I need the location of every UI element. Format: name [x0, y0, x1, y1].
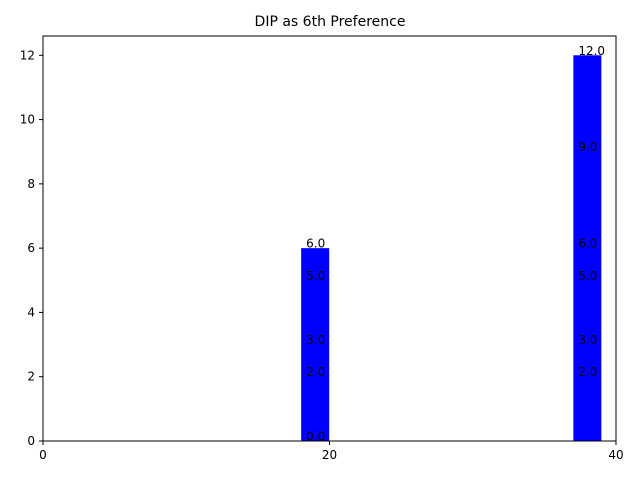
- y-tick-label-4: 8: [27, 177, 35, 191]
- data-label-8: 6.0: [578, 237, 597, 251]
- bar-1: [573, 55, 602, 442]
- data-label-2: 3.0: [306, 333, 325, 347]
- chart-title: DIP as 6th Preference: [255, 14, 406, 30]
- data-label-6: 3.0: [578, 333, 597, 347]
- data-label-0: 0.0: [306, 430, 325, 444]
- bar-0: [301, 248, 330, 441]
- y-tick-label-0: 0: [27, 434, 35, 448]
- data-label-9: 9.0: [578, 140, 597, 154]
- x-tick-label-2: 40: [608, 448, 623, 462]
- x-tick-label-0: 0: [39, 448, 47, 462]
- data-labels-layer: 0.0 2.0 3.0 5.0 6.0 2.0 3.0 5.0 6.0 9.0 12.0: [306, 44, 605, 444]
- plot-frame: [42, 35, 617, 442]
- data-label-10: 12.0: [578, 44, 605, 58]
- axes: 0 2 4 6 8 10 12 0 20 40: [20, 35, 624, 462]
- y-tick-label-2: 4: [27, 305, 35, 319]
- data-label-5: 2.0: [578, 365, 597, 379]
- data-label-7: 5.0: [578, 269, 597, 283]
- y-tick-label-5: 10: [20, 113, 35, 127]
- bars-layer: [301, 55, 602, 442]
- data-label-4: 6.0: [306, 237, 325, 251]
- y-tick-label-3: 6: [27, 241, 35, 255]
- x-tick-label-1: 20: [322, 448, 337, 462]
- data-label-1: 2.0: [306, 365, 325, 379]
- data-label-3: 5.0: [306, 269, 325, 283]
- y-tick-label-6: 12: [20, 48, 35, 62]
- y-tick-label-1: 2: [27, 370, 35, 384]
